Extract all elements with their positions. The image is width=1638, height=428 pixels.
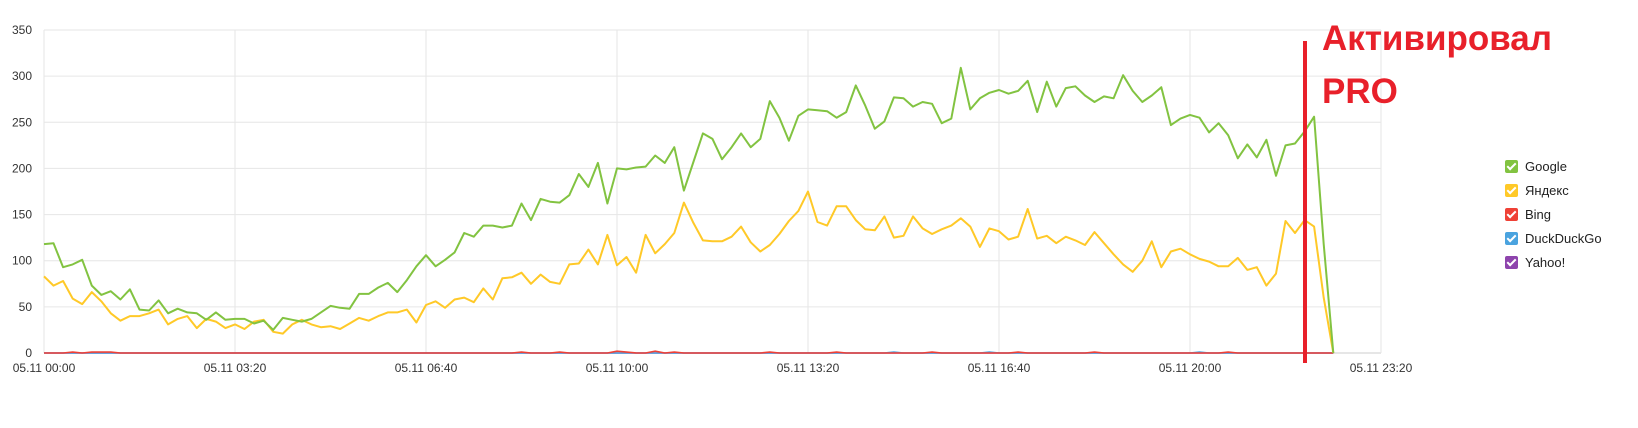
legend-item-bing[interactable]: Bing [1505,202,1602,226]
series-lines [43,66,1335,354]
y-tick-label: 50 [19,300,33,314]
x-tick-label: 05.11 16:40 [968,361,1031,375]
legend-label: Яндекс [1525,182,1569,198]
series-line-bing [44,350,1334,354]
checkbox-icon[interactable] [1505,183,1518,197]
y-tick-label: 200 [12,161,32,175]
x-tick-label: 05.11 03:20 [204,361,267,375]
x-tick-label: 05.11 10:00 [586,361,649,375]
y-tick-label: 150 [12,208,32,222]
checkbox-icon[interactable] [1505,207,1518,221]
legend-label: Google [1525,158,1567,174]
y-tick-label: 300 [12,69,32,83]
x-tick-label: 05.11 20:00 [1159,361,1222,375]
x-tick-label: 05.11 00:00 [13,361,76,375]
x-tick-label: 05.11 06:40 [395,361,458,375]
y-tick-label: 100 [12,254,32,268]
x-axis: 05.11 00:00 05.11 03:20 05.11 06:40 05.11 1… [13,361,1413,375]
grid-lines [43,29,1382,354]
activation-marker-line [1303,41,1307,363]
y-tick-label: 0 [25,346,32,360]
annotation-line-2: PRO [1322,72,1398,111]
legend-label: Bing [1525,206,1552,222]
y-tick-label: 350 [12,23,32,37]
y-tick-label: 250 [12,115,32,129]
series-line-google [43,66,1335,354]
legend-item-yandex[interactable]: Яндекс [1505,178,1602,202]
y-axis: 0 50 100 150 200 250 300 350 [12,23,32,360]
annotation-line-1: Активировал [1322,19,1552,58]
legend-item-yahoo[interactable]: Yahoo! [1505,250,1602,274]
checkbox-icon[interactable] [1505,159,1518,173]
legend: Google Яндекс Bing DuckDuckGo Yahoo! [1505,154,1602,274]
legend-label: DuckDuckGo [1525,230,1602,246]
activation-annotation: Активировал PRO [1322,12,1552,118]
x-tick-label: 05.11 23:20 [1350,361,1413,375]
legend-item-duckduckgo[interactable]: DuckDuckGo [1505,226,1602,250]
legend-label: Yahoo! [1525,254,1566,270]
checkbox-icon[interactable] [1505,255,1518,269]
x-tick-label: 05.11 13:20 [777,361,840,375]
series-line-яндекс [43,190,1335,354]
legend-item-google[interactable]: Google [1505,154,1602,178]
checkbox-icon[interactable] [1505,231,1518,245]
